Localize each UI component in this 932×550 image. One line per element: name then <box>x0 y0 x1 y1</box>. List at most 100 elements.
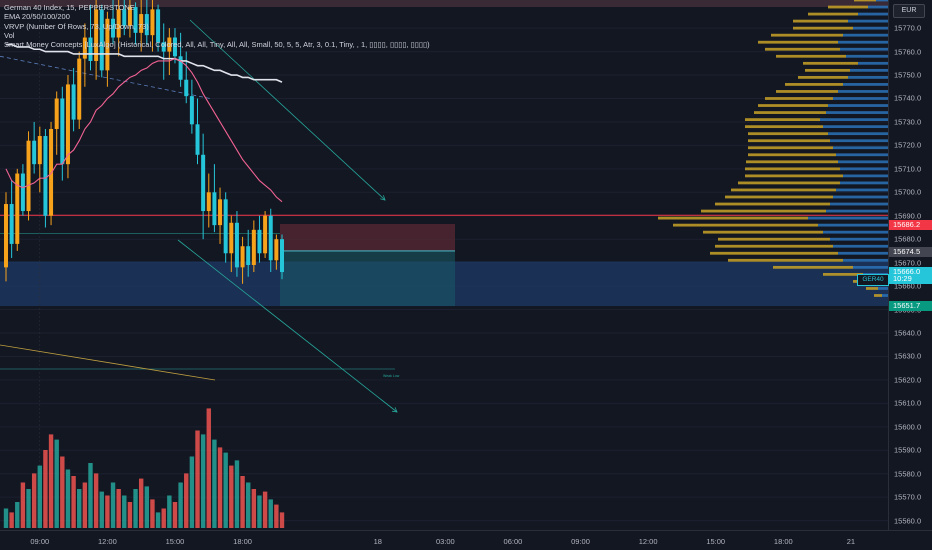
vp-bar-up <box>874 294 882 297</box>
candle-body <box>212 192 217 226</box>
volume-bar <box>206 408 211 528</box>
legend-vrvp[interactable]: VRVP (Number Of Rows, 73, Up/Down, 73) <box>4 21 149 31</box>
volume-bar <box>246 482 251 528</box>
price-tick: 15670.0 <box>894 258 922 268</box>
volume-bar <box>43 450 48 528</box>
price-tick: 15720.0 <box>894 140 922 150</box>
legend-symbol[interactable]: German 40 Index, 15, PEPPERSTONE <box>4 3 135 12</box>
vp-bar-down <box>830 237 888 241</box>
candle-body <box>26 140 31 212</box>
vp-bar-down <box>836 188 888 192</box>
candle-body <box>43 136 48 216</box>
vp-bar-up <box>758 40 838 44</box>
vp-bar-down <box>830 202 888 206</box>
volume-bar <box>217 447 223 528</box>
volume-bar <box>279 512 285 528</box>
vp-bar-up <box>828 5 868 9</box>
candle-body <box>60 98 65 165</box>
vp-bar-down <box>823 230 888 234</box>
price-tag: 15666.0 <box>889 267 932 278</box>
vp-bar-down <box>833 195 888 199</box>
candle-body <box>263 215 268 254</box>
price-tick: 15590.0 <box>894 445 922 455</box>
vp-bar-down <box>833 146 888 150</box>
vp-bar-up <box>808 12 858 16</box>
vp-bar-down <box>820 118 888 122</box>
price-tick: 15750.0 <box>894 70 922 80</box>
vp-bar-down <box>840 47 888 51</box>
price-tag: 15651.7 <box>889 300 932 311</box>
vp-bar-up <box>798 75 848 79</box>
candle-body <box>144 14 149 36</box>
candle-body <box>65 84 70 165</box>
price-tag: 15674.5 <box>889 247 932 258</box>
price-tick: 15680.0 <box>894 234 922 244</box>
volume-bar <box>9 512 14 528</box>
candle-body <box>234 222 239 268</box>
legend-ema[interactable]: EMA 20/50/100/200 <box>4 12 70 22</box>
vp-bar-down <box>840 181 888 185</box>
price-scale[interactable]: EUR 15770.0 15760.0 15750.0 15740.0 15730.0 1… <box>888 0 932 530</box>
time-axis[interactable]: 09:00 12:00 15:00 18:00 18 03:00 06:00 09:00 12:… <box>0 530 932 550</box>
candle-body <box>184 79 189 97</box>
volume-bar <box>150 499 155 528</box>
stop-box <box>280 223 455 251</box>
vp-bar-up <box>725 195 833 199</box>
vp-bar-up <box>748 146 833 150</box>
vp-bar-up <box>866 287 878 290</box>
candle-body <box>268 215 273 261</box>
volume-bar <box>3 508 9 528</box>
volume-bar <box>212 439 217 528</box>
time-label: 06:00 <box>503 537 523 546</box>
session-strip <box>0 0 888 7</box>
vp-bar-down <box>836 153 888 157</box>
vp-bar-down <box>838 90 888 93</box>
currency-button[interactable]: EUR <box>893 4 925 18</box>
chart-area[interactable]: Weak Low German 40 Index, 15, PEPPERSTON… <box>0 0 888 530</box>
vp-bar-up <box>731 188 836 192</box>
volume-bar <box>122 495 127 528</box>
vp-bar-down <box>838 160 888 164</box>
volume-bar <box>99 491 104 528</box>
volume-bar <box>240 476 245 528</box>
price-chart[interactable]: Weak Low <box>0 0 888 530</box>
price-tick: 15690.0 <box>894 211 922 221</box>
volume-bar <box>257 495 262 528</box>
candle-body <box>54 98 59 129</box>
volume-bar <box>37 465 42 528</box>
trend-arrow-upper <box>189 19 386 201</box>
volume-bar <box>48 434 54 528</box>
volume-bar <box>138 478 144 528</box>
volume-bar <box>195 430 200 528</box>
volume-bar <box>127 502 133 528</box>
legend-smc[interactable]: Smart Money Concepts [LuxAlgo] (Historic… <box>4 40 430 50</box>
price-tick: 15640.0 <box>894 328 922 338</box>
symbol-tag: GER40 <box>857 274 889 286</box>
volume-bar <box>88 463 93 528</box>
candle-body <box>251 229 256 265</box>
candle-body <box>71 84 76 120</box>
time-label: 12:00 <box>638 537 658 546</box>
vp-bar-up <box>745 167 840 171</box>
trend-arrow-upper-head <box>380 195 386 201</box>
price-tag: 10:29 <box>889 274 932 285</box>
price-tag: 15686.2 <box>889 219 932 230</box>
vp-bar-up <box>754 111 826 114</box>
candle-body <box>105 18 110 71</box>
price-tick: 15660.0 <box>894 281 922 291</box>
candle-body <box>9 204 14 244</box>
vp-bar-up <box>718 237 830 241</box>
legend-vol[interactable]: Vol <box>4 30 15 40</box>
volume-bar <box>60 456 65 528</box>
volume-bar <box>54 439 59 528</box>
vp-bar-down <box>828 104 888 107</box>
vp-bar-down <box>848 19 888 23</box>
price-tick: 15760.0 <box>894 47 922 57</box>
vp-bar-down <box>823 125 888 129</box>
vp-bar-up <box>748 139 830 143</box>
volume-bar <box>110 482 116 528</box>
vp-bar-down <box>833 244 888 248</box>
time-label: 12:00 <box>97 537 117 546</box>
target-box <box>280 250 455 307</box>
vp-bar-up <box>748 153 836 157</box>
